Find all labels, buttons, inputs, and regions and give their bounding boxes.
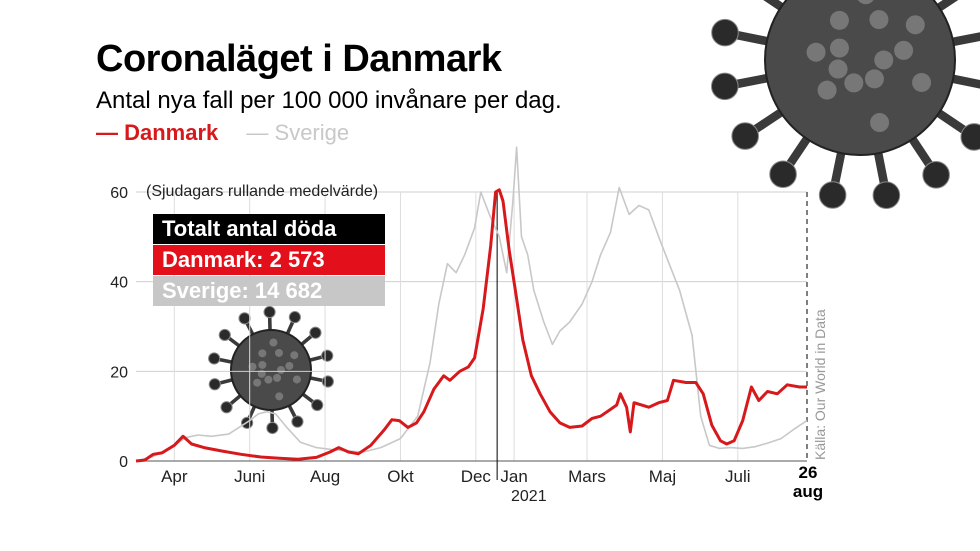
chart-note: (Sjudagars rullande medelvärde) [146,183,379,200]
page-title: Coronaläget i Danmark [96,38,502,80]
chart-grid [136,191,808,480]
end-date-label: 26 aug [783,463,833,501]
coronavirus-illustration-icon [710,0,980,210]
y-tick-label: 20 [110,364,128,381]
legend-item-danmark: — Danmark [96,120,219,145]
x-tick-label: Okt [387,467,414,486]
x-tick-label: Apr [161,467,188,486]
deaths-title: Totalt antal döda [153,214,385,244]
deaths-danmark: Danmark: 2 573 [153,245,385,275]
x-tick-label: Aug [310,467,340,486]
y-tick-label: 40 [110,275,128,292]
x-tick-label: Juni [234,467,265,486]
deaths-sverige: Sverige: 14 682 [153,276,385,306]
page-subtitle: Antal nya fall per 100 000 invånare per … [96,87,562,114]
year-label: 2021 [511,488,547,505]
y-tick-label: 0 [119,454,128,471]
source-label: Källa: Our World in Data [812,309,828,460]
x-tick-label: Maj [649,467,676,486]
end-date-month: aug [792,482,824,501]
chart-legend: — Danmark — Sverige [96,120,371,146]
legend-item-sverige: — Sverige [246,120,350,145]
x-tick-label: Jan [500,467,527,486]
series-line-danmark [135,188,807,463]
x-tick-label: Dec [461,467,492,486]
x-tick-label: Mars [568,467,606,486]
chart-series [135,146,808,463]
end-date-day: 26 [798,463,818,482]
y-tick-label: 60 [110,185,128,202]
coronavirus-illustration-icon [208,305,334,435]
x-tick-label: Juli [725,467,751,486]
chart-axis-ticks: 0 20 40 60 Apr Juni Aug Okt Dec Jan Mars Maj Juli [110,185,750,486]
series-line-sverige [135,146,808,462]
